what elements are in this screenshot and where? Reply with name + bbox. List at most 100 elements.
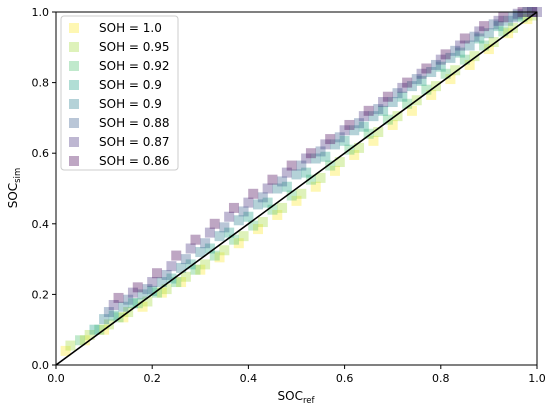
scatter-point: [459, 33, 470, 44]
scatter-point: [498, 26, 509, 37]
scatter-point: [479, 40, 490, 51]
y-axis-label-sub: sim: [13, 168, 23, 183]
scatter-point: [387, 97, 398, 108]
scatter-point: [373, 104, 384, 115]
scatter-point: [450, 45, 461, 56]
scatter-point: [305, 148, 316, 159]
legend-label: SOH = 0.88: [99, 116, 170, 130]
scatter-point: [305, 174, 316, 185]
scatter-point: [113, 312, 124, 323]
scatter-point: [373, 127, 384, 138]
scatter-point: [435, 61, 446, 72]
scatter-point: [392, 88, 403, 99]
scatter-point: [291, 169, 302, 180]
scatter-point: [354, 142, 365, 153]
scatter-point: [166, 273, 177, 284]
scatter-point: [277, 176, 288, 187]
scatter-point: [108, 299, 119, 310]
legend-box: [60, 15, 179, 171]
scatter-point: [161, 284, 172, 295]
scatter-point: [262, 197, 273, 208]
scatter-point: [469, 51, 480, 62]
scatter-point: [243, 197, 254, 208]
scatter-point: [75, 335, 86, 346]
scatter-point: [488, 19, 499, 30]
scatter-point: [378, 105, 389, 116]
scatter-point: [277, 202, 288, 213]
scatter-point: [118, 312, 129, 323]
x-tick-label: 1.0: [528, 372, 546, 385]
scatter-point: [339, 125, 350, 136]
scatter-point: [421, 84, 432, 95]
scatter-point: [176, 262, 187, 273]
scatter-point: [214, 231, 225, 242]
y-tick-label: 0.2: [32, 288, 50, 301]
scatter-point: [459, 54, 470, 65]
legend-label: SOH = 0.87: [99, 135, 170, 149]
scatter-point: [512, 10, 523, 21]
scatter-point: [517, 12, 528, 23]
scatter-point: [171, 277, 182, 288]
scatter-point: [406, 105, 417, 116]
scatter-point: [334, 157, 345, 168]
scatter-point: [488, 37, 499, 48]
scatter-point: [103, 307, 114, 318]
scatter-point: [99, 314, 110, 325]
scatter-point: [440, 68, 451, 79]
scatter-point: [214, 252, 225, 263]
scatter-point: [397, 82, 408, 93]
scatter-point: [363, 128, 374, 139]
x-tick-label: 0.6: [336, 372, 354, 385]
scatter-point: [301, 153, 312, 164]
y-axis: 0.0 0.2 0.4 0.6 0.8 1.0: [32, 6, 56, 372]
scatter-point: [402, 98, 413, 109]
plot-frame: [55, 11, 538, 366]
legend-label: SOH = 1.0: [99, 21, 162, 35]
scatter-point: [137, 301, 148, 312]
scatter-point: [233, 238, 244, 249]
scatter-point: [228, 234, 239, 245]
scatter-point: [185, 259, 196, 270]
scatter-point: [358, 121, 369, 132]
scatter-point: [464, 59, 475, 70]
scatter-point: [152, 268, 163, 279]
scatter-point: [257, 192, 268, 203]
legend-swatch: [69, 99, 79, 109]
scatter-point: [430, 59, 441, 70]
scatter-point: [498, 12, 509, 23]
scatter-point: [79, 335, 90, 346]
scatter-point: [253, 199, 264, 210]
scatter-point: [455, 47, 466, 58]
scatter-point: [334, 132, 345, 143]
scatter-point: [253, 224, 264, 235]
x-tick-label: 0.0: [47, 372, 65, 385]
scatter-point: [127, 287, 138, 298]
y-tick-label: 0.8: [32, 77, 50, 90]
reference-line: [55, 11, 538, 366]
scatter-point: [382, 114, 393, 125]
scatter-point: [267, 204, 278, 215]
legend-label: SOH = 0.95: [99, 40, 170, 54]
scatter-point: [479, 21, 490, 32]
scatter-point: [349, 149, 360, 160]
scatter-point: [368, 111, 379, 122]
scatter-point: [503, 15, 514, 26]
scatter-point: [161, 269, 172, 280]
scatter-point: [152, 287, 163, 298]
scatter-point: [426, 89, 437, 100]
scatter-point: [416, 75, 427, 86]
scatter-point: [94, 324, 105, 335]
scatter-point: [190, 264, 201, 275]
scatter-point: [507, 12, 518, 23]
legend-swatch: [69, 61, 79, 71]
scatter-point: [272, 183, 283, 194]
scatter-point: [421, 63, 432, 74]
scatter-point: [329, 139, 340, 150]
legend-swatch: [69, 137, 79, 147]
scatter-point: [450, 65, 461, 76]
scatter-point: [176, 277, 187, 288]
scatter-point: [493, 21, 504, 32]
scatter-point: [200, 238, 211, 249]
scatter-point: [224, 211, 235, 222]
scatter-point: [185, 243, 196, 254]
